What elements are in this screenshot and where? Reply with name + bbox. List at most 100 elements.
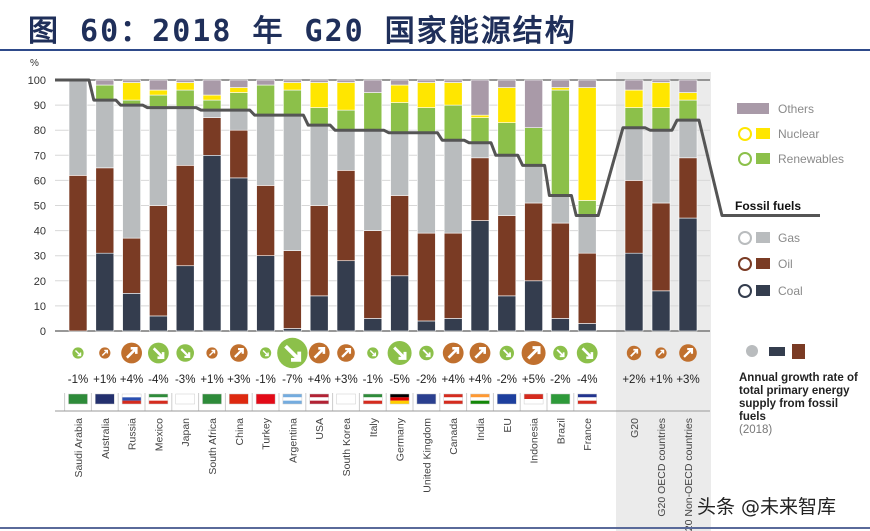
growth-rate-label: +1% <box>649 374 672 386</box>
flag-stripe <box>550 394 570 404</box>
bar-nuclear <box>149 89 168 96</box>
bar-others <box>443 79 463 83</box>
bar-others <box>202 79 222 96</box>
bar-renewables <box>202 99 222 111</box>
arrow-glyph <box>474 347 486 359</box>
bar-coal <box>175 265 195 332</box>
growth-note-label: Annual growth rate of total primary ener… <box>739 372 858 423</box>
bar-gas <box>651 129 671 204</box>
growth-rate-label: -5% <box>389 374 409 386</box>
oil-barrel-icon <box>792 344 805 359</box>
category-label: Australia <box>100 418 112 459</box>
bar-renewables <box>678 99 698 121</box>
category-label: EU <box>502 418 514 433</box>
flag-eu-icon <box>497 393 517 405</box>
bar-others <box>651 79 671 83</box>
y-tick-label: 80 <box>34 125 46 137</box>
bar-nuclear <box>336 82 356 111</box>
growth-note: Annual growth rate of total primary ener… <box>739 372 864 437</box>
y-tick-label: 50 <box>34 201 46 213</box>
bar-coal <box>336 260 356 332</box>
bar-oil <box>651 202 671 292</box>
bar-oil <box>229 129 249 179</box>
bar-renewables <box>624 107 644 128</box>
bar-nuclear <box>651 82 671 108</box>
bar-coal <box>624 252 644 332</box>
category-label: Indonesia <box>529 418 541 464</box>
bar-others <box>229 79 249 88</box>
arrow-glyph <box>74 349 82 357</box>
bar-coal <box>678 217 698 332</box>
growth-rate-label: +2% <box>622 374 645 386</box>
bar-nuclear <box>678 92 698 101</box>
bar-others <box>497 79 517 88</box>
page-title: 图 60：2018 年 G20 国家能源结构 <box>28 14 577 49</box>
category-label: Turkey <box>261 417 273 449</box>
bar-gas <box>229 109 249 131</box>
category-label: France <box>582 418 594 451</box>
bar-coal <box>443 318 463 332</box>
flag-stripe <box>443 394 463 398</box>
growth-rate-label: -4% <box>577 374 597 386</box>
flag-stripe <box>470 400 490 404</box>
bar-oil <box>175 165 195 267</box>
flag-stripe <box>524 394 544 399</box>
bar-others <box>577 79 597 88</box>
bar-renewables <box>470 117 490 144</box>
bar-gas <box>363 129 383 231</box>
category-label: Mexico <box>153 418 165 451</box>
legend-swatch-gas <box>756 232 770 243</box>
bar-coal <box>122 293 141 332</box>
bar-oil <box>678 157 698 219</box>
bar-oil <box>390 195 409 277</box>
growth-rate-label: -3% <box>175 374 195 386</box>
bar-nuclear <box>309 82 329 108</box>
y-tick-label: 10 <box>34 301 46 313</box>
arrow-glyph <box>556 349 565 358</box>
growth-rate-label: -1% <box>363 374 383 386</box>
bar-gas <box>149 107 168 206</box>
arrow-glyph <box>234 347 244 358</box>
arrow-glyph <box>152 347 165 359</box>
flag-stripe <box>229 394 249 404</box>
bar-coal <box>309 295 329 332</box>
bar-oil <box>443 232 463 319</box>
legend-label-renewables: Renewables <box>778 152 844 166</box>
bar-nuclear <box>390 84 409 103</box>
bar-gas <box>390 132 409 196</box>
flag-france-icon <box>577 393 597 405</box>
bar-renewables <box>417 107 436 134</box>
bar-oil <box>417 232 436 322</box>
nuclear-icon <box>738 127 752 141</box>
bar-gas <box>68 79 88 176</box>
y-tick-label: 30 <box>34 251 46 263</box>
bar-renewables <box>551 89 570 196</box>
coal-icon <box>738 284 752 298</box>
flag-stripe <box>68 394 88 404</box>
arrow-glyph <box>447 347 460 359</box>
bar-oil <box>551 222 570 319</box>
flag-stripe <box>148 397 168 401</box>
flag-south-africa-icon <box>202 393 222 405</box>
bar-nuclear <box>229 87 249 93</box>
bar-renewables <box>229 92 249 111</box>
bar-renewables <box>175 89 195 108</box>
growth-rate-label: +1% <box>200 374 223 386</box>
bar-others <box>624 79 644 91</box>
y-tick-label: 90 <box>34 100 46 112</box>
bar-others <box>309 79 329 83</box>
y-tick-label: 100 <box>28 75 46 87</box>
bar-coal <box>577 323 597 332</box>
bar-gas <box>497 155 517 216</box>
bar-nuclear <box>497 87 517 123</box>
bar-gas <box>122 104 141 239</box>
flag-usa-icon <box>309 393 329 405</box>
title-divider <box>0 49 870 51</box>
category-label: China <box>234 418 246 446</box>
flag-stripe <box>282 400 302 404</box>
bar-others <box>470 79 490 116</box>
bar-renewables <box>577 200 597 216</box>
arrow-glyph <box>657 349 665 357</box>
bar-coal <box>363 318 383 332</box>
